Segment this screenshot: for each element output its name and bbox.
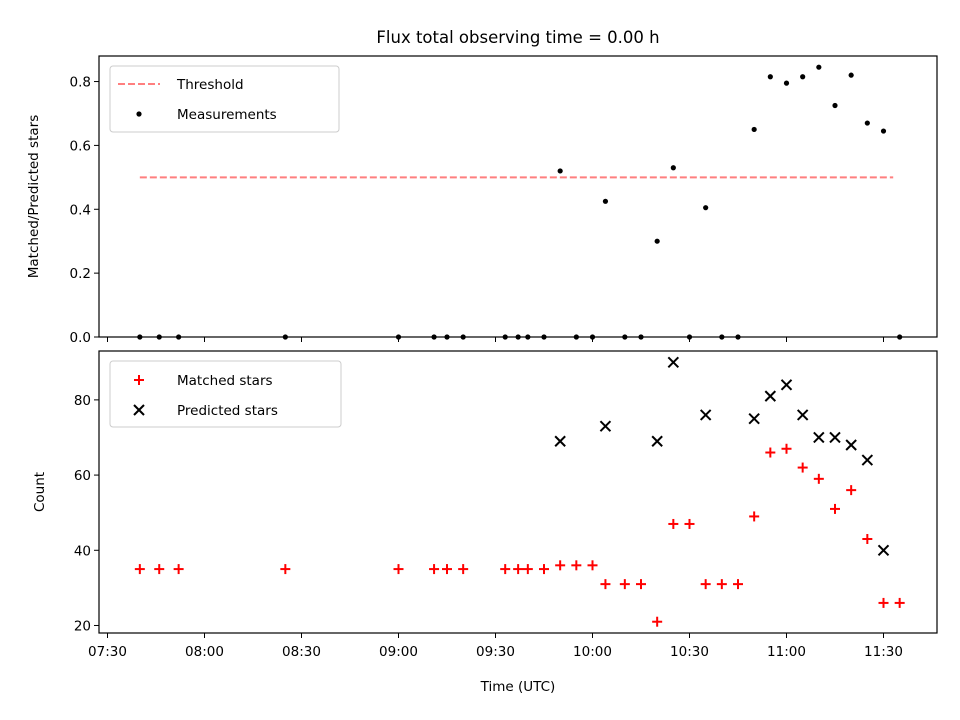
xlabel: Time (UTC) [480,679,556,695]
top-plot-frame [98,55,938,338]
xtick-label-5: 10:00 [573,644,612,660]
legend-predicted-label: Predicted stars [177,403,278,419]
bottom-ylabel: Count [32,472,48,512]
measurement-point-29 [832,102,838,109]
measurement-point-12 [557,168,563,174]
bottom-plot-frame [98,350,938,634]
matched-point-15 [600,579,611,590]
matched-point-22 [716,579,727,590]
bottom-ytick-label-0: 20 [74,618,91,634]
legend-matched-label: Matched stars [177,373,273,389]
legend-measurements-label: Measurements [177,107,277,123]
xtick-label-2: 08:30 [282,644,321,660]
measurement-point-28 [816,64,822,70]
top-ytick-label-0: 0.0 [70,330,91,346]
matched-point-10 [522,564,533,575]
matched-point-26 [781,443,792,454]
top-legend-box [109,65,340,133]
measurement-point-31 [864,120,870,126]
matched-point-2 [173,564,184,575]
matched-point-23 [733,579,743,590]
bottom-ytick-label-2: 60 [74,468,91,484]
measurement-point-24 [751,126,757,133]
legend-measurements-swatch [136,111,142,117]
bottom-ytick-label-1: 40 [74,543,91,559]
matched-point-25 [765,447,776,458]
predicted-point-5 [748,412,760,425]
predicted-point-11 [845,439,857,451]
measurement-point-21 [703,205,709,211]
chart-title: Flux total observing time = 0.00 h [376,28,659,47]
matched-point-3 [280,564,291,575]
top-ytick-label-3: 0.6 [70,138,91,154]
predicted-point-10 [829,431,841,444]
matched-point-6 [442,564,452,575]
measurement-point-18 [654,238,660,244]
matched-point-29 [830,503,840,514]
matched-point-4 [393,564,404,575]
xtick-label-6: 10:30 [670,644,709,660]
measurement-point-27 [800,74,806,80]
predicted-point-8 [796,409,809,421]
predicted-point-3 [667,356,680,368]
predicted-point-12 [861,454,874,466]
matched-point-19 [668,518,679,529]
xtick-label-8: 11:30 [864,644,903,660]
top-ytick-label-1: 0.2 [70,266,91,282]
matched-point-32 [878,597,889,608]
top-ylabel: Matched/Predicted stars [26,115,42,278]
xtick-label-3: 09:00 [379,644,418,660]
matched-point-24 [749,511,760,522]
matched-point-21 [700,579,711,590]
matched-point-31 [862,534,873,544]
matched-point-7 [458,564,469,575]
measurement-point-25 [767,74,773,80]
matched-point-20 [684,518,695,529]
measurement-point-15 [602,198,609,204]
matched-point-27 [797,462,808,473]
measurement-point-26 [783,80,790,86]
predicted-point-7 [780,379,793,391]
matched-point-1 [154,564,165,575]
matched-point-8 [500,564,511,575]
measurement-point-19 [670,165,676,171]
predicted-point-1 [599,420,612,432]
matched-point-33 [894,597,905,608]
predicted-point-6 [764,390,777,402]
legend-matched-swatch [134,375,144,385]
measurement-point-32 [880,128,887,134]
legend-threshold-label: Threshold [176,77,244,93]
xtick-label-7: 11:00 [767,644,806,660]
matched-point-9 [513,564,524,575]
bottom-legend-box [109,360,342,428]
matched-point-18 [652,616,663,627]
predicted-point-0 [554,435,566,447]
predicted-point-9 [813,431,825,444]
bottom-ytick-label-3: 80 [74,393,91,409]
matched-point-30 [846,485,857,496]
predicted-point-4 [699,409,712,421]
xtick-label-1: 08:00 [185,644,224,660]
matched-point-16 [619,579,630,590]
predicted-point-2 [651,435,663,447]
matched-point-13 [571,560,582,571]
top-ytick-label-2: 0.4 [70,202,91,218]
measurement-point-30 [848,72,854,78]
matched-point-14 [587,560,598,571]
legend-predicted-swatch [133,404,145,416]
predicted-point-13 [877,544,890,556]
matched-point-5 [429,564,440,575]
xtick-label-4: 09:30 [476,644,515,660]
xtick-label-0: 07:30 [88,644,127,660]
matched-point-17 [636,579,646,590]
matched-point-12 [555,560,566,571]
matched-point-28 [813,473,824,484]
matched-point-0 [134,564,145,575]
top-ytick-label-4: 0.8 [70,75,91,91]
matched-point-11 [539,564,549,575]
